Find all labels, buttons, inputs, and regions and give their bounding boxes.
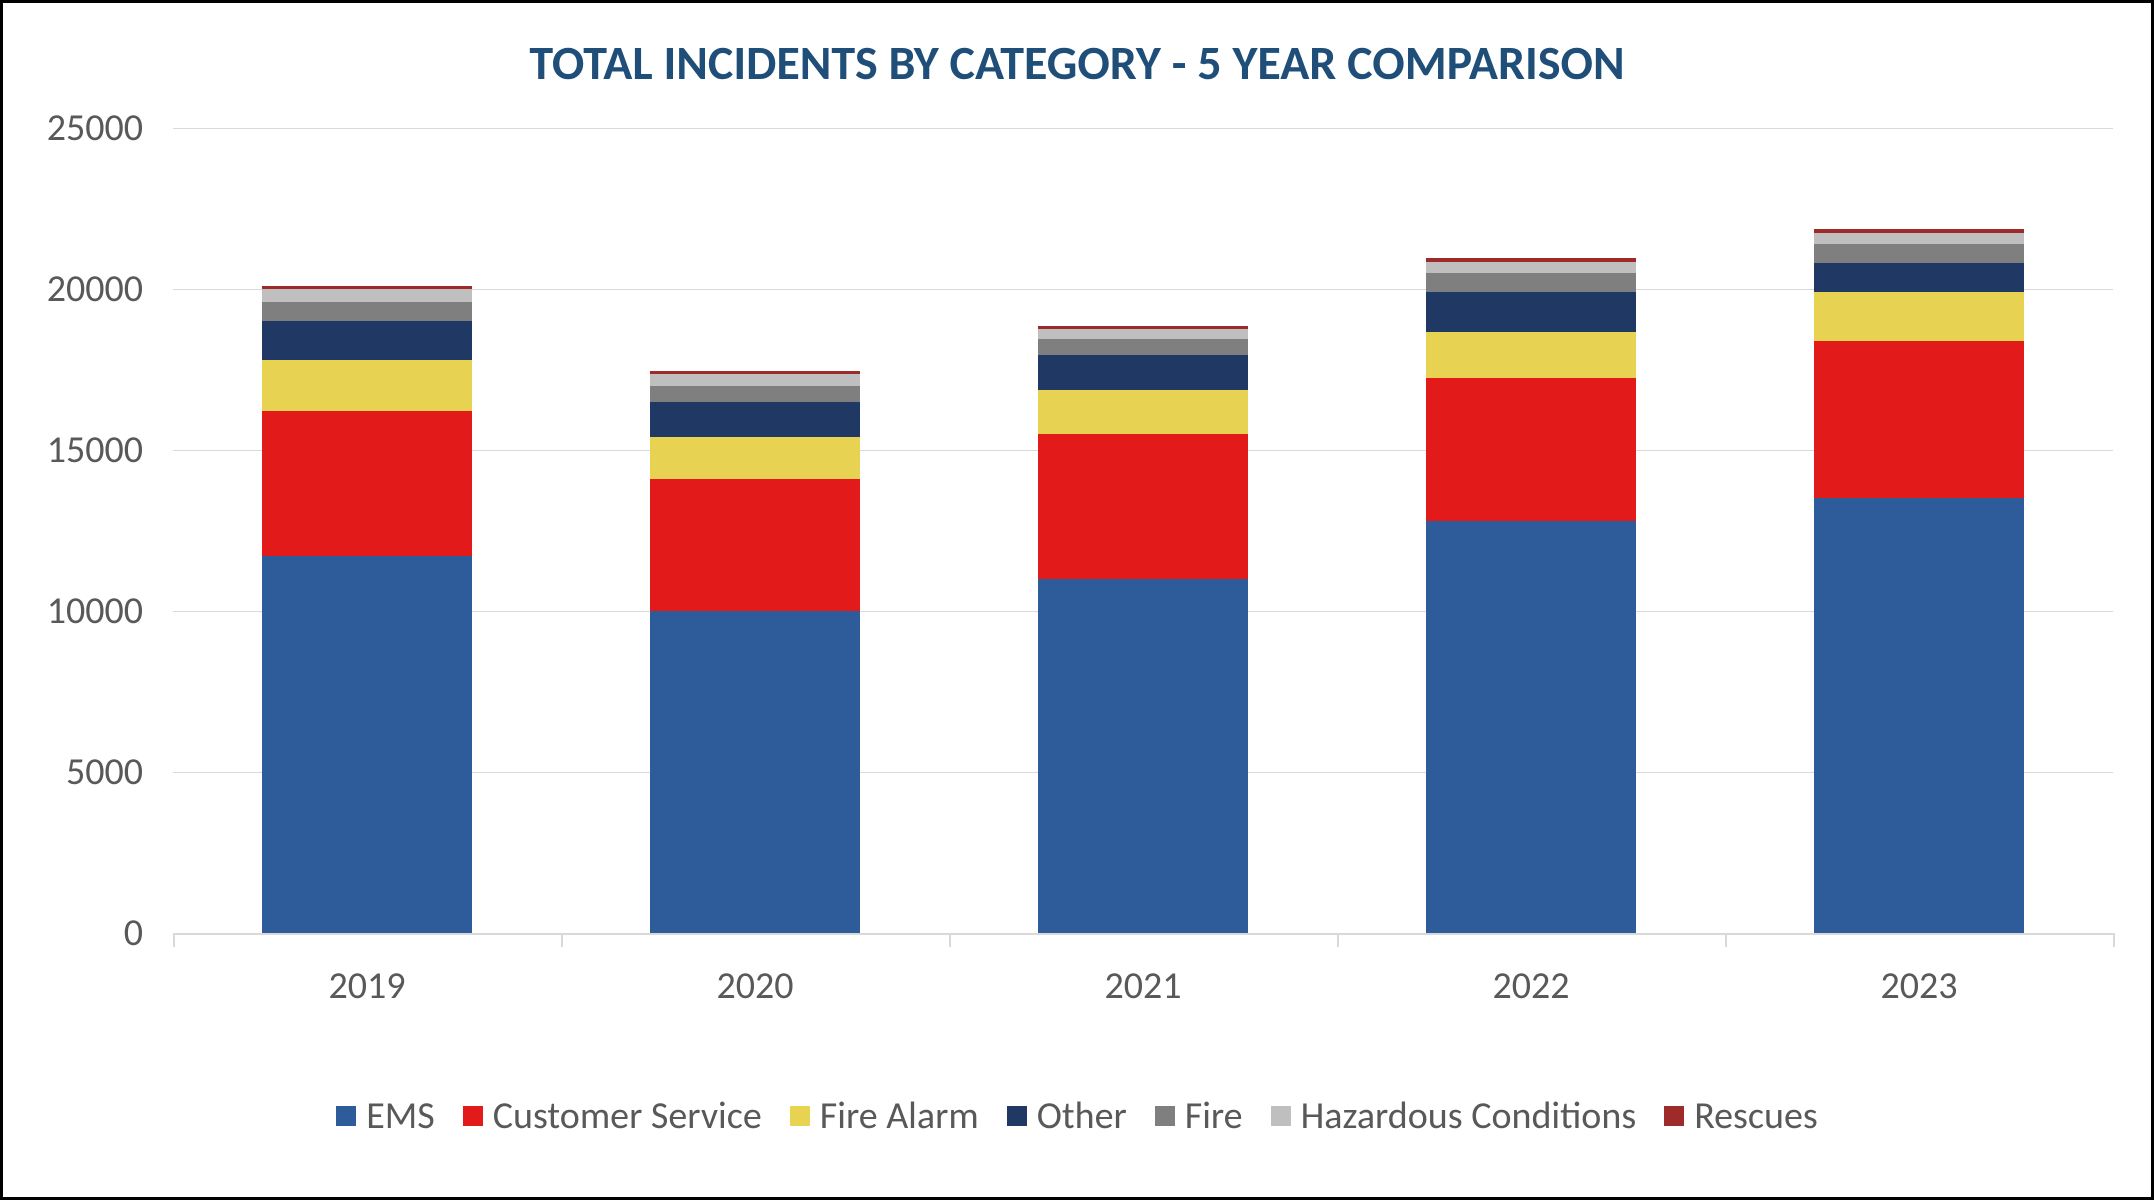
- bar-segment-fire: [1814, 244, 2024, 263]
- bar-segment-rescues: [1426, 258, 1636, 261]
- bar-group: [1426, 128, 1636, 933]
- bar-segment-fire-alarm: [1814, 292, 2024, 340]
- legend-label: Customer Service: [493, 1093, 762, 1139]
- bar-group: [650, 128, 860, 933]
- x-axis-line: [173, 933, 2113, 935]
- bar-group: [1038, 128, 1248, 933]
- bar-segment-fire-alarm: [1038, 390, 1248, 433]
- legend-label: Other: [1037, 1093, 1127, 1139]
- bar-segment-fire-alarm: [650, 437, 860, 479]
- bar-segment-customer-service: [1038, 434, 1248, 579]
- legend-swatch: [1007, 1106, 1027, 1126]
- bar-segment-fire: [1038, 339, 1248, 355]
- bar-segment-hazardous-conditions: [650, 374, 860, 385]
- bar-segment-fire-alarm: [1426, 332, 1636, 377]
- y-tick-label: 5000: [3, 749, 143, 795]
- x-tick-mark: [1725, 933, 1727, 947]
- legend-swatch: [790, 1106, 810, 1126]
- x-tick-mark: [173, 933, 175, 947]
- legend-label: Rescues: [1694, 1093, 1818, 1139]
- bar-segment-rescues: [1814, 229, 2024, 232]
- bar-segment-hazardous-conditions: [262, 289, 472, 302]
- x-tick-label: 2021: [949, 963, 1337, 1009]
- legend-item: EMS: [336, 1093, 435, 1139]
- bar-segment-rescues: [1038, 326, 1248, 329]
- legend-swatch: [1664, 1106, 1684, 1126]
- legend-item: Other: [1007, 1093, 1127, 1139]
- x-tick-label: 2019: [173, 963, 561, 1009]
- bar-segment-ems: [1426, 521, 1636, 933]
- legend-item: Fire Alarm: [790, 1093, 979, 1139]
- bar-segment-hazardous-conditions: [1038, 329, 1248, 339]
- x-tick-mark: [2113, 933, 2115, 947]
- legend-swatch: [1271, 1106, 1291, 1126]
- legend-item: Fire: [1155, 1093, 1243, 1139]
- bar-segment-hazardous-conditions: [1426, 262, 1636, 273]
- bar-segment-rescues: [262, 286, 472, 289]
- legend-item: Rescues: [1664, 1093, 1818, 1139]
- bar-segment-customer-service: [650, 479, 860, 611]
- bar-segment-fire: [1426, 273, 1636, 292]
- bar-segment-customer-service: [1814, 341, 2024, 499]
- plot-area: [173, 128, 2113, 933]
- bar-segment-other: [1038, 355, 1248, 390]
- legend-item: Hazardous Conditions: [1271, 1093, 1637, 1139]
- x-tick-label: 2023: [1725, 963, 2113, 1009]
- bar-group: [1814, 128, 2024, 933]
- legend-swatch: [336, 1106, 356, 1126]
- legend-label: Hazardous Conditions: [1301, 1093, 1637, 1139]
- bar-segment-hazardous-conditions: [1814, 233, 2024, 244]
- legend-label: Fire Alarm: [820, 1093, 979, 1139]
- bar-segment-rescues: [650, 371, 860, 374]
- legend-swatch: [1155, 1106, 1175, 1126]
- bar-segment-ems: [1814, 498, 2024, 933]
- bar-segment-ems: [650, 611, 860, 933]
- bar-segment-fire-alarm: [262, 360, 472, 412]
- y-tick-label: 0: [3, 910, 143, 956]
- x-tick-mark: [561, 933, 563, 947]
- bar-segment-other: [650, 402, 860, 437]
- chart-frame: TOTAL INCIDENTS BY CATEGORY - 5 YEAR COM…: [0, 0, 2154, 1200]
- bar-segment-customer-service: [262, 411, 472, 556]
- bar-segment-other: [1426, 292, 1636, 332]
- bar-segment-ems: [1038, 579, 1248, 933]
- legend-label: Fire: [1185, 1093, 1243, 1139]
- y-tick-label: 25000: [3, 105, 143, 151]
- bar-segment-customer-service: [1426, 378, 1636, 521]
- y-tick-label: 20000: [3, 266, 143, 312]
- bar-segment-fire: [650, 386, 860, 402]
- legend: EMS Customer Service Fire Alarm Other Fire Ha…: [3, 1093, 2151, 1139]
- bar-segment-other: [1814, 263, 2024, 292]
- chart-title: TOTAL INCIDENTS BY CATEGORY - 5 YEAR COM…: [3, 33, 2151, 92]
- legend-label: EMS: [366, 1093, 435, 1139]
- bar-group: [262, 128, 472, 933]
- x-tick-label: 2020: [561, 963, 949, 1009]
- x-tick-mark: [949, 933, 951, 947]
- bar-segment-other: [262, 321, 472, 360]
- x-tick-mark: [1337, 933, 1339, 947]
- bar-segment-fire: [262, 302, 472, 321]
- legend-item: Customer Service: [463, 1093, 762, 1139]
- y-tick-label: 15000: [3, 427, 143, 473]
- bar-segment-ems: [262, 556, 472, 933]
- x-tick-label: 2022: [1337, 963, 1725, 1009]
- legend-swatch: [463, 1106, 483, 1126]
- y-tick-label: 10000: [3, 588, 143, 634]
